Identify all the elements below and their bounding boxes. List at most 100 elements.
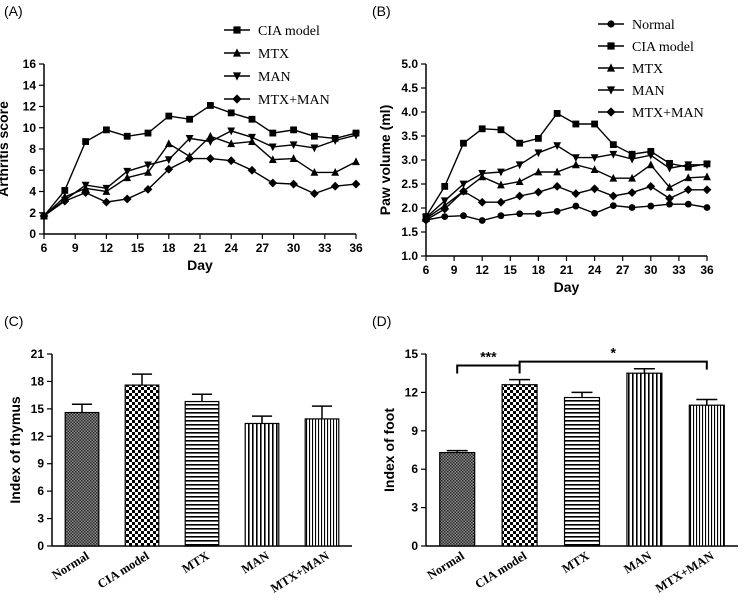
- marker-circle: [666, 200, 673, 208]
- marker-diamond: [515, 191, 525, 201]
- marker-square: [441, 183, 449, 190]
- panel-label: (A): [4, 3, 23, 19]
- marker-diamond: [421, 215, 431, 225]
- y-tick-label: 12: [23, 100, 37, 114]
- marker-square: [478, 125, 486, 133]
- marker-triangle-up: [289, 154, 298, 162]
- series-line: [425, 203, 708, 222]
- y-tick-label: 15: [405, 347, 419, 361]
- marker-square: [144, 129, 152, 137]
- marker-square: [186, 115, 193, 123]
- y-tick-label: 4.5: [401, 81, 418, 95]
- bar-mtx-man: [304, 418, 340, 547]
- marker-triangle-down: [164, 156, 173, 165]
- legend-item: MTX+MAN: [598, 106, 704, 121]
- marker-triangle-down: [609, 150, 618, 159]
- y-tick-label: 10: [23, 121, 37, 135]
- y-tick-label: 16: [23, 57, 37, 71]
- series-mtx-man: [39, 154, 361, 221]
- marker-triangle-down: [248, 133, 256, 142]
- series-man: [40, 127, 360, 221]
- marker-diamond: [122, 194, 132, 204]
- y-tick-label: 0: [29, 227, 36, 241]
- legend-label: MTX: [258, 47, 289, 62]
- y-axis-title: Paw volume (ml): [377, 105, 393, 215]
- y-axis-title: Index of thymus: [7, 396, 23, 504]
- marker-triangle-up: [590, 165, 599, 173]
- marker-diamond: [60, 196, 70, 206]
- marker-diamond: [206, 154, 215, 163]
- marker-diamond: [81, 188, 90, 197]
- x-axis-title: Day: [554, 279, 580, 295]
- marker-triangle-up: [609, 173, 618, 182]
- marker-triangle-down: [331, 137, 340, 145]
- marker-square: [123, 132, 131, 140]
- marker-circle: [572, 202, 580, 210]
- marker-triangle-down: [102, 184, 111, 193]
- panel-label: (C): [4, 313, 23, 329]
- marker-triangle-up: [352, 157, 360, 166]
- significance-label: *: [610, 345, 616, 361]
- y-tick-label: 14: [23, 78, 37, 92]
- marker-square: [460, 139, 467, 147]
- marker-square: [290, 126, 297, 134]
- marker-circle: [497, 212, 505, 220]
- panel-label: (D): [372, 313, 391, 329]
- marker-square: [311, 132, 318, 140]
- y-tick-label: 6: [411, 462, 418, 476]
- bar-normal: [439, 451, 476, 547]
- marker-diamond: [552, 182, 562, 191]
- y-tick-label: 3: [411, 501, 418, 515]
- marker-diamond: [185, 154, 194, 163]
- marker-triangle-down: [206, 138, 215, 146]
- x-tick-label: 36: [700, 263, 714, 277]
- x-tick-label: CIA model: [473, 548, 530, 591]
- series-mtx-man: [421, 182, 712, 225]
- marker-square: [647, 147, 655, 155]
- marker-triangle-down: [497, 168, 505, 177]
- series-line: [43, 130, 357, 217]
- marker-diamond: [627, 188, 637, 198]
- legend-item: MTX+MAN: [224, 93, 330, 108]
- marker-triangle-down: [553, 142, 562, 150]
- series-line: [43, 135, 357, 217]
- legend-label: MTX: [632, 62, 663, 77]
- marker-diamond: [247, 165, 257, 175]
- bar-mtx: [563, 396, 601, 547]
- marker-triangle-down: [628, 155, 636, 164]
- marker-circle: [628, 204, 636, 211]
- marker-diamond: [102, 197, 111, 207]
- legend-label: CIA model: [258, 24, 320, 39]
- significance-bracket: *: [518, 345, 708, 370]
- x-tick-label: MAN: [239, 549, 272, 577]
- marker-diamond: [646, 182, 656, 191]
- x-tick-label: MTX+MAN: [268, 549, 332, 596]
- marker-triangle-up: [123, 173, 132, 182]
- bar-cia-model: [501, 384, 538, 547]
- marker-triangle-down: [665, 164, 674, 173]
- y-tick-label: 3.5: [401, 129, 418, 143]
- series-normal: [422, 200, 711, 224]
- legend-item: MAN: [598, 84, 665, 99]
- marker-triangle-up: [144, 167, 152, 176]
- x-tick-label: MTX: [179, 549, 211, 576]
- marker-triangle-up: [227, 139, 236, 148]
- marker-triangle-up: [684, 173, 693, 182]
- x-tick-label: 36: [349, 241, 363, 255]
- marker-square: [535, 135, 542, 142]
- panel-b-line-chart: (B) Day Paw volume (ml) 1.0 1.5 2.0 2.5 3.0 3…: [372, 3, 714, 295]
- marker-diamond: [477, 197, 487, 207]
- marker-triangle-up: [534, 167, 543, 176]
- marker-triangle-down: [227, 127, 236, 136]
- marker-diamond: [143, 184, 153, 194]
- legend-item: MTX: [224, 47, 289, 62]
- marker-circle: [591, 209, 598, 217]
- x-tick-label: 30: [287, 241, 301, 255]
- marker-triangle-up: [628, 173, 636, 182]
- marker-triangle-up: [553, 167, 562, 176]
- y-tick-label: 4.0: [401, 105, 418, 119]
- x-tick-label: MAN: [621, 549, 654, 577]
- significance-bracket: ***: [456, 349, 521, 374]
- bracket-line: [456, 364, 521, 374]
